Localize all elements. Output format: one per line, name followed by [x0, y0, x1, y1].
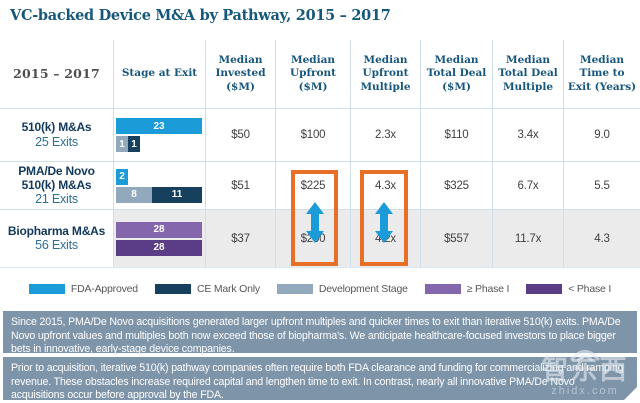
- column-header-median-invested: Median Invested ($M): [205, 40, 275, 108]
- cell-time-to-exit: 5.5: [563, 161, 640, 209]
- page-title: VC-backed Device M&A by Pathway, 2015 – …: [10, 7, 391, 24]
- cell-time-to-exit: 9.0: [563, 108, 640, 161]
- legend-swatch: [526, 284, 563, 294]
- legend-label: ≥ Phase I: [466, 283, 510, 295]
- row-label-pma-de-novo: PMA/De Novo 510(k) M&As 21 Exits: [0, 161, 113, 209]
- column-header-time-to-exit: Median Time to Exit (Years): [563, 40, 640, 108]
- cell-upfront-mult: 2.3x: [350, 108, 420, 161]
- legend-item-lt-phase-1: < Phase I: [526, 283, 611, 295]
- column-header-total-deal-multiple: Median Total Deal Multiple: [492, 40, 563, 108]
- cell-deal-mult: 11.7x: [492, 209, 563, 268]
- legend-item-gte-phase-1: ≥ Phase I: [424, 283, 510, 295]
- cell-deal-mult: 3.4x: [492, 108, 563, 161]
- legend-label: CE Mark Only: [196, 283, 260, 295]
- column-header-upfront-multiple: Median Upfront Multiple: [350, 40, 420, 108]
- cell-upfront: $225: [275, 161, 350, 209]
- pathway-name: 510(k) M&As: [21, 120, 92, 135]
- bar-segment: 8: [116, 186, 152, 203]
- legend-swatch: [424, 284, 461, 294]
- exit-count: 21 Exits: [35, 192, 78, 207]
- cell-upfront-mult: 4.2x: [350, 209, 420, 268]
- column-header-median-upfront: Median Upfront ($M): [275, 40, 350, 108]
- row-label-biopharma: Biopharma M&As 56 Exits: [0, 209, 113, 268]
- cell-upfront: $100: [275, 108, 350, 161]
- legend-item-ce-mark-only: CE Mark Only: [154, 283, 260, 295]
- pathway-name: PMA/De Novo 510(k) M&As: [18, 163, 95, 192]
- column-header-period: 2015 – 2017: [13, 65, 100, 81]
- column-header-stage-at-exit: Stage at Exit: [113, 40, 205, 108]
- stage-bars-biopharma: 28 28: [113, 209, 205, 268]
- stage-bars-510k: 23 1 1: [113, 108, 205, 161]
- exit-count: 25 Exits: [35, 134, 78, 149]
- footnote-upfront-insight: Since 2015, PMA/De Novo acquisitions gen…: [3, 311, 637, 355]
- bar-segment: 1: [116, 136, 128, 152]
- legend-item-fda-approved: FDA-Approved: [28, 283, 138, 295]
- legend-label: FDA-Approved: [70, 283, 138, 295]
- cell-time-to-exit: 4.3: [563, 209, 640, 268]
- cell-upfront: $200: [275, 209, 350, 268]
- legend-swatch: [28, 284, 65, 294]
- footnote-pathway-insight: Prior to acquisition, iterative 510(k) p…: [3, 357, 637, 400]
- pathway-name: Biopharma M&As: [7, 223, 106, 238]
- cell-upfront-mult: 4.3x: [350, 161, 420, 209]
- stage-bars-pma-de-novo: 2 8 11: [113, 161, 205, 209]
- legend: FDA-Approved CE Mark Only Development St…: [0, 283, 640, 295]
- legend-item-development-stage: Development Stage: [276, 283, 408, 295]
- row-label-510k: 510(k) M&As 25 Exits: [0, 108, 113, 161]
- bar-segment: 28: [116, 221, 202, 238]
- cell-invested: $37: [205, 209, 275, 268]
- bar-segment: 28: [116, 239, 202, 256]
- ma-pathway-table: 2015 – 2017 Stage at Exit Median Investe…: [0, 40, 640, 268]
- bar-segment: 11: [152, 186, 202, 203]
- legend-swatch: [276, 284, 313, 294]
- legend-label: < Phase I: [568, 283, 612, 295]
- cell-deal-mult: 6.7x: [492, 161, 563, 209]
- exit-count: 56 Exits: [35, 238, 78, 253]
- bar-segment: 1: [128, 136, 140, 152]
- cell-total-deal: $110: [420, 108, 492, 161]
- legend-label: Development Stage: [318, 283, 408, 295]
- legend-swatch: [154, 284, 191, 294]
- cell-total-deal: $325: [420, 161, 492, 209]
- column-header-total-deal: Median Total Deal ($M): [420, 40, 492, 108]
- cell-invested: $50: [205, 108, 275, 161]
- cell-invested: $51: [205, 161, 275, 209]
- bar-segment: 2: [116, 168, 128, 185]
- cell-total-deal: $557: [420, 209, 492, 268]
- bar-segment: 23: [116, 118, 202, 134]
